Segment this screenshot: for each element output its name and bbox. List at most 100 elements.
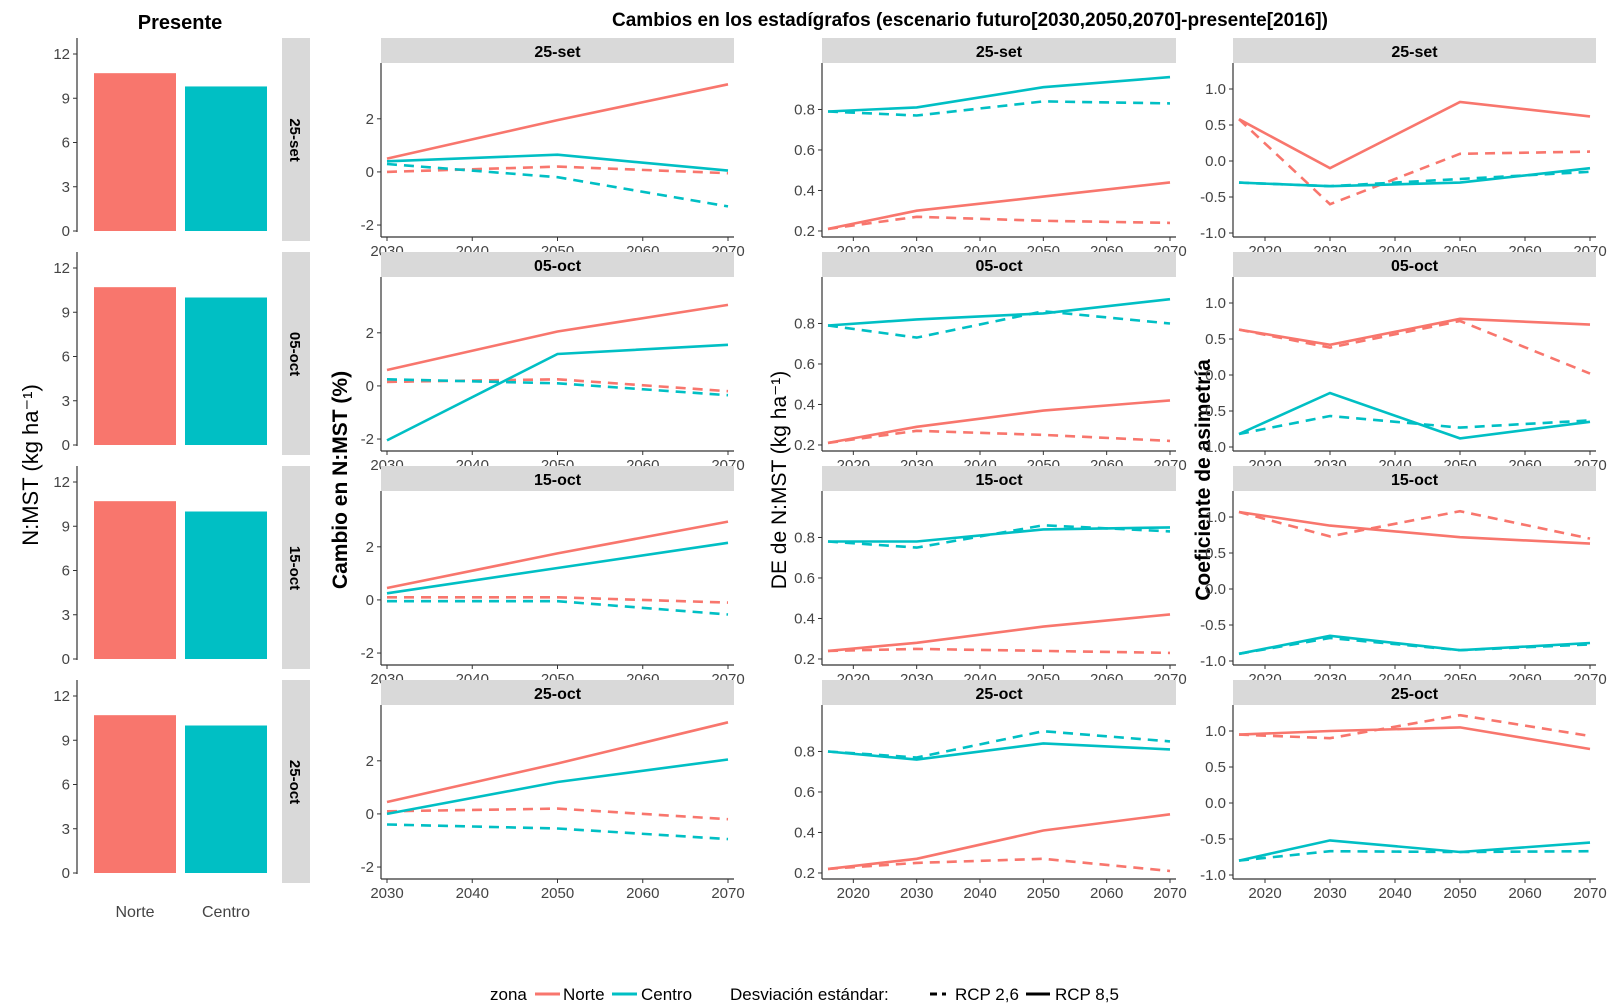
strip-label: 25-oct [534,686,582,703]
x-tick-label: 2060 [626,885,659,902]
y-tick-label: -1.0 [1200,225,1226,242]
x-tick-label: 2060 [1508,885,1541,902]
series-norte-rcp26 [827,429,1171,445]
y-tick-label: 0.2 [794,437,815,454]
y-tick-label: 0.6 [794,142,815,159]
y-tick-label: 0.8 [794,529,815,546]
y-tick-label: 3 [62,821,70,838]
strip-label: 25-set [976,44,1023,61]
x-tick-label: 2060 [1090,885,1123,902]
series-centro-rcp85 [827,75,1171,113]
series-norte-rcp26 [827,215,1171,231]
y-tick-label: 0.0 [1205,795,1226,812]
series-norte-rcp85 [1238,510,1591,545]
y-tick-label: 0 [366,806,374,823]
x-tick-label: Centro [202,904,250,921]
y-tick-label: 9 [62,304,70,321]
strip-de-25-set [822,38,1176,63]
y-tick-label: 6 [62,135,70,152]
legend-rcp85-label: RCP 8,5 [1055,985,1119,1004]
present-title: Presente [138,12,223,34]
y-label-cambio: Cambio en N:MST (%) [329,371,352,589]
series-norte-rcp85 [386,721,729,804]
strip-label: 15-oct [975,472,1023,489]
strip-right-25-oct [282,680,310,883]
y-tick-label: -2 [361,217,374,234]
strip-label: 25-set [1391,44,1438,61]
strip-asimetria-05-oct [1233,252,1596,277]
series-centro-rcp85 [827,297,1171,327]
series-centro-rcp26 [827,100,1171,117]
y-tick-label: 9 [62,732,70,749]
strip-cambio-05-oct [381,252,734,277]
legend-norte-label: Norte [563,985,605,1004]
x-tick-label: 2070 [1153,885,1186,902]
series-norte-rcp26 [1238,118,1591,206]
x-tick-label: 2050 [1027,885,1060,902]
strip-right-label: 15-oct [286,546,303,590]
series-norte-rcp85 [386,83,729,160]
y-tick-label: 0.0 [1205,153,1226,170]
series-centro-rcp26 [386,378,729,397]
legend-centro-label: Centro [641,985,692,1004]
series-norte-rcp26 [827,857,1171,873]
y-tick-label: 0 [366,592,374,609]
x-tick-label: 2050 [1443,885,1476,902]
y-tick-label: 0.0 [1205,581,1226,598]
bar-centro-15-oct [185,511,267,659]
series-centro-rcp85 [386,758,729,816]
x-tick-label: 2040 [963,885,996,902]
series-norte-rcp85 [827,613,1171,653]
strip-asimetria-25-set [1233,38,1596,63]
strip-right-05-oct [282,252,310,455]
legend: zona Norte Centro Desviación estándar: R… [490,985,1119,1004]
bar-norte-25-set [94,73,176,231]
y-tick-label: 0 [62,223,70,240]
series-norte-rcp85 [827,399,1171,445]
y-tick-label: 0.2 [794,651,815,668]
y-tick-label: 0.4 [794,182,815,199]
y-tick-label: 0.6 [794,784,815,801]
strip-de-25-oct [822,680,1176,705]
y-tick-label: 6 [62,563,70,580]
series-centro-rcp85 [386,541,729,595]
series-norte-rcp26 [1238,509,1591,540]
y-tick-label: 0.4 [794,610,815,627]
legend-lt-title: Desviación estándar: [730,985,889,1004]
y-tick-label: 2 [366,539,374,556]
series-centro-rcp26 [1238,849,1591,862]
y-tick-label: 2 [366,325,374,342]
strip-cambio-15-oct [381,466,734,491]
strip-right-label: 05-oct [286,332,303,376]
series-centro-rcp26 [827,309,1171,339]
y-tick-label: 0.5 [1205,759,1226,776]
y-tick-label: 6 [62,777,70,794]
strip-label: 25-set [534,44,581,61]
y-tick-label: -0.5 [1200,403,1226,420]
series-centro-rcp26 [1238,170,1591,188]
series-norte-rcp26 [1238,713,1591,740]
y-tick-label: -2 [361,431,374,448]
strip-label: 15-oct [1391,472,1439,489]
x-tick-label: 2050 [541,885,574,902]
series-centro-rcp26 [827,523,1171,549]
series-centro-rcp26 [1238,414,1591,436]
series-centro-rcp26 [827,729,1171,759]
y-tick-label: -0.5 [1200,189,1226,206]
y-tick-label: -2 [361,859,374,876]
present-y-label: N:MST (kg ha⁻¹) [18,384,43,546]
y-tick-label: 3 [62,607,70,624]
x-tick-label: 2030 [370,885,403,902]
y-label-de: DE de N:MST (kg ha⁻¹) [768,371,791,589]
series-norte-rcp26 [1238,319,1591,375]
main-title: Cambios en los estadígrafos (escenario f… [612,10,1328,31]
y-tick-label: 0.5 [1205,331,1226,348]
x-tick-label: 2040 [456,885,489,902]
series-centro-rcp85 [1238,166,1591,188]
y-tick-label: 0.8 [794,743,815,760]
legend-rcp26-label: RCP 2,6 [955,985,1019,1004]
y-tick-label: -0.5 [1200,831,1226,848]
bar-norte-15-oct [94,501,176,659]
y-tick-label: -2 [361,645,374,662]
